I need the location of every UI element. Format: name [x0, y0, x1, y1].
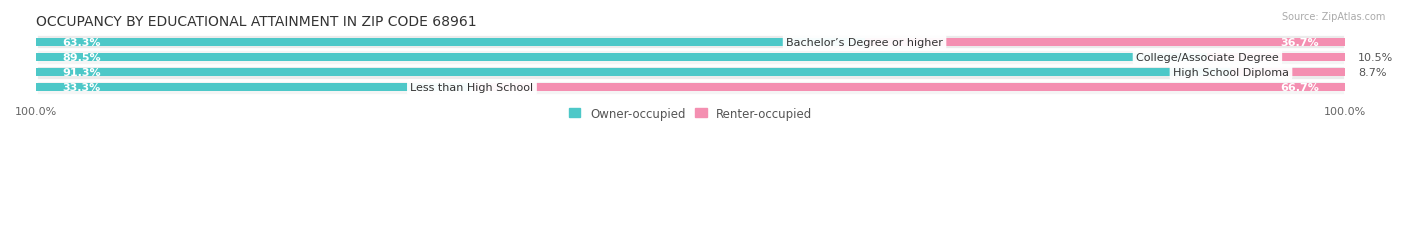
- Bar: [37, 35, 1346, 50]
- Text: 91.3%: 91.3%: [62, 68, 101, 78]
- Text: 36.7%: 36.7%: [1279, 38, 1319, 48]
- Text: 63.3%: 63.3%: [62, 38, 101, 48]
- Bar: [1208, 54, 1346, 62]
- Text: Less than High School: Less than High School: [411, 83, 533, 93]
- Text: High School Diploma: High School Diploma: [1173, 68, 1289, 78]
- Text: 33.3%: 33.3%: [62, 83, 101, 93]
- Text: College/Associate Degree: College/Associate Degree: [1136, 53, 1279, 63]
- Bar: [37, 54, 1208, 62]
- Text: 8.7%: 8.7%: [1358, 68, 1386, 78]
- Bar: [1232, 69, 1346, 77]
- Bar: [472, 84, 1346, 92]
- Bar: [37, 50, 1346, 65]
- Bar: [37, 39, 865, 46]
- Bar: [37, 69, 1232, 77]
- Text: 89.5%: 89.5%: [62, 53, 101, 63]
- Text: OCCUPANCY BY EDUCATIONAL ATTAINMENT IN ZIP CODE 68961: OCCUPANCY BY EDUCATIONAL ATTAINMENT IN Z…: [37, 15, 477, 29]
- Text: 10.5%: 10.5%: [1358, 53, 1393, 63]
- Text: 66.7%: 66.7%: [1279, 83, 1319, 93]
- Text: Source: ZipAtlas.com: Source: ZipAtlas.com: [1281, 12, 1385, 21]
- Text: Bachelor’s Degree or higher: Bachelor’s Degree or higher: [786, 38, 943, 48]
- Bar: [37, 80, 1346, 96]
- Bar: [865, 39, 1346, 46]
- Legend: Owner-occupied, Renter-occupied: Owner-occupied, Renter-occupied: [564, 102, 817, 125]
- Bar: [37, 65, 1346, 80]
- Bar: [37, 84, 472, 92]
